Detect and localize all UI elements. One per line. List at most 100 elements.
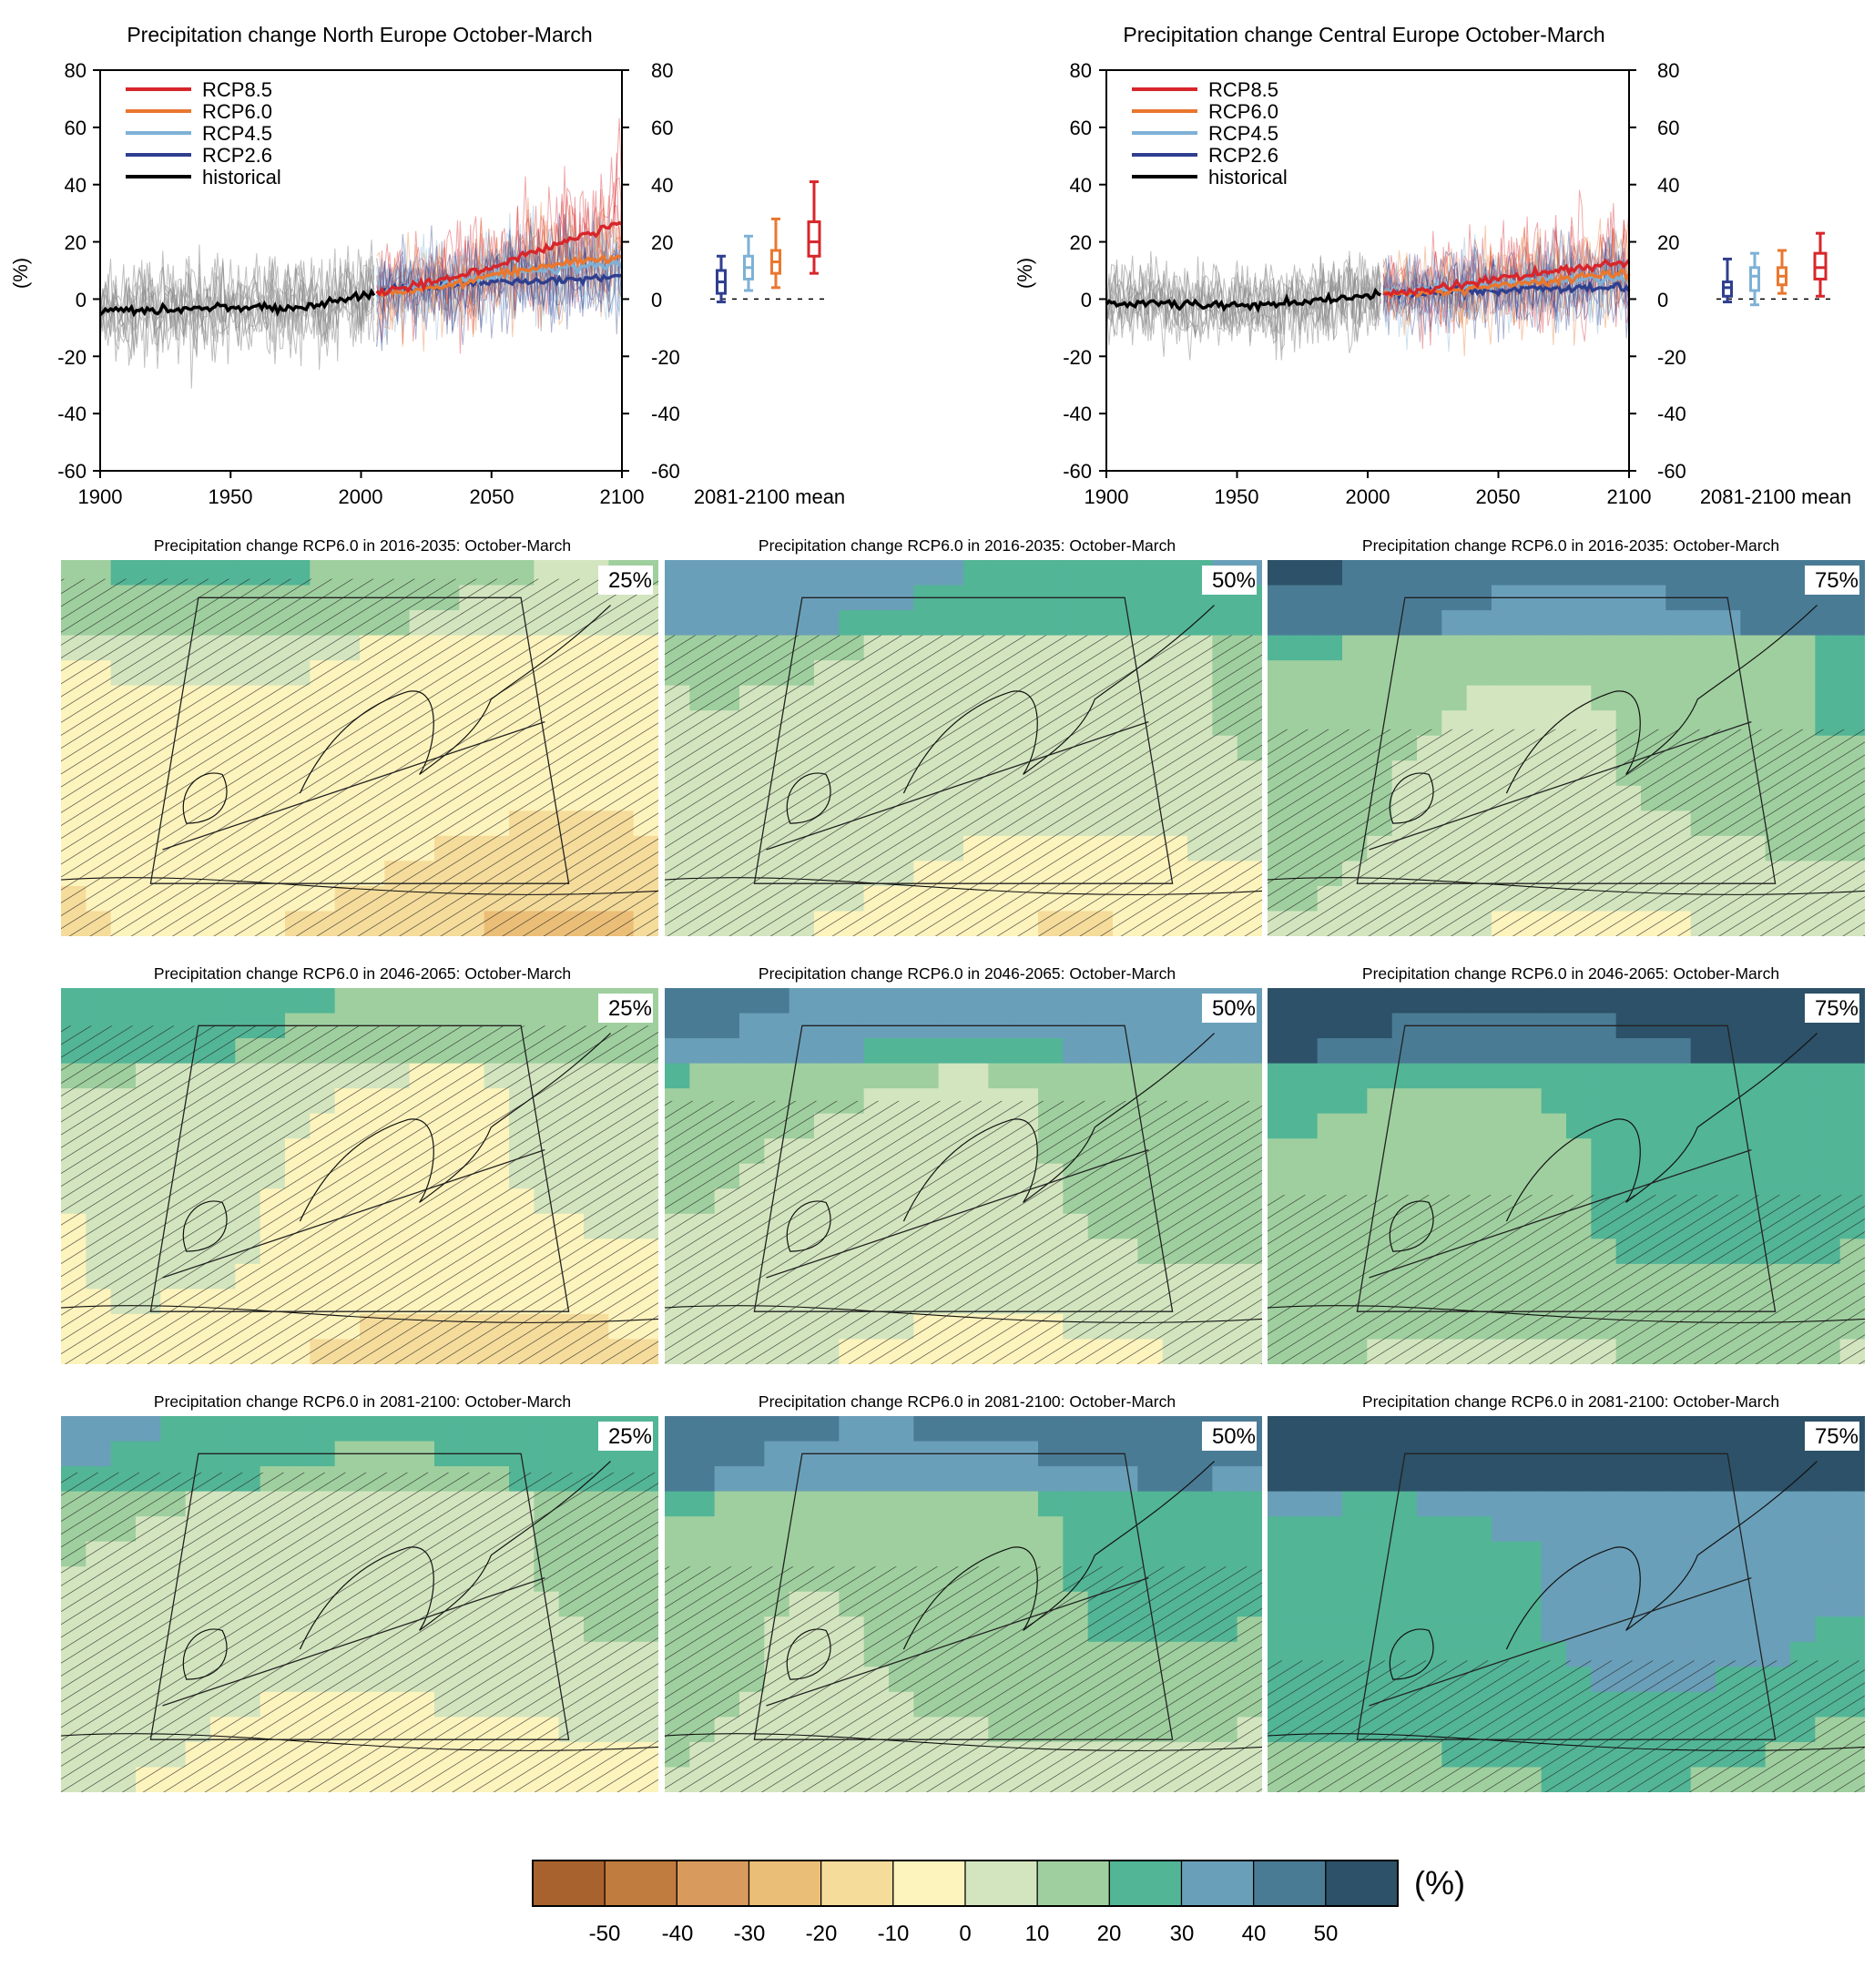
- map-field-cell: [814, 1541, 840, 1567]
- map-field-cell: [1342, 635, 1368, 661]
- region-outline: [1356, 596, 1777, 884]
- map-field-cell: [714, 1441, 740, 1467]
- map-field-cell: [1665, 1416, 1692, 1443]
- map-field-cell: [1516, 1566, 1543, 1593]
- map-field-cell: [1716, 1616, 1741, 1643]
- map-field-cell: [1615, 1566, 1642, 1593]
- legend-label: RCP4.5: [202, 122, 272, 145]
- map-field-cell: [988, 1516, 1014, 1543]
- map-field-cell: [1839, 1466, 1865, 1493]
- y-tick-label: 80: [65, 59, 87, 82]
- map-field-cell: [1591, 685, 1617, 711]
- map-row-2046-2065: Precipitation change RCP6.0 in 2046-2065…: [61, 964, 1865, 1364]
- map-field-cell: [689, 1038, 716, 1065]
- map-field-cell: [1541, 1113, 1567, 1139]
- map-field-cell: [814, 1416, 840, 1443]
- map-field-cell: [1790, 1566, 1816, 1593]
- map-field-cell: [814, 1491, 840, 1517]
- map-field-cell: [1740, 1038, 1767, 1065]
- map-field-cell: [1342, 1516, 1368, 1543]
- map-field-cell: [1187, 1063, 1213, 1089]
- percentile-label: 75%: [1815, 568, 1859, 593]
- map-field-cell: [1137, 610, 1164, 637]
- map-field-cell: [1591, 1063, 1617, 1089]
- colorbar-cell: [676, 1860, 750, 1907]
- map-field-cell: [509, 1416, 535, 1443]
- map-field-cell: [1342, 1491, 1368, 1517]
- map-field-cell: [665, 1491, 690, 1517]
- map-field-cell: [1466, 1591, 1492, 1617]
- map-field-cell: [789, 1541, 815, 1567]
- map-field-cell: [1566, 1466, 1592, 1493]
- map-field-cell: [1087, 1541, 1114, 1567]
- map-field-cell: [764, 1063, 790, 1089]
- map-field-cell: [1317, 1516, 1343, 1543]
- coastline: [665, 1305, 1262, 1323]
- map-field-cell: [714, 988, 740, 1014]
- y-axis-label: (%): [9, 258, 32, 289]
- map-field-cell: [1466, 685, 1492, 711]
- map-field-cell: [1292, 1566, 1319, 1593]
- map-field-cell: [1292, 1491, 1319, 1517]
- map-field-cell: [764, 1466, 790, 1493]
- map-field-cell: [1765, 1038, 1791, 1065]
- percentile-label-background: [1202, 566, 1257, 595]
- map-field-cell: [863, 1491, 890, 1517]
- rcp85-member-line: [376, 176, 623, 354]
- map-field-cell: [1317, 1541, 1343, 1567]
- map-field-cell: [1690, 1063, 1716, 1089]
- map-field-cell: [1690, 1541, 1716, 1567]
- legend-label: RCP8.5: [1208, 78, 1278, 101]
- map-field-cell: [136, 988, 161, 1014]
- map-field-cell: [1566, 1566, 1592, 1593]
- map-field-cell: [1417, 610, 1442, 637]
- map-field-cell: [1839, 1591, 1865, 1617]
- map-field-cell: [1716, 1088, 1741, 1115]
- colorbar-cell: [604, 1860, 677, 1907]
- map-field-cell: [1441, 1063, 1468, 1089]
- map-field-cell: [1013, 1491, 1039, 1517]
- map-field-cell: [1790, 1616, 1816, 1643]
- x-tick-label: 2050: [470, 485, 514, 508]
- colorbar-tick-label: -20: [806, 1922, 838, 1946]
- map-field-cell: [689, 1416, 716, 1443]
- map-field-cell: [1790, 1466, 1816, 1493]
- map-field-cell: [1591, 1591, 1617, 1617]
- y-tick-label: -60: [1063, 460, 1092, 483]
- map-field-cell: [1367, 1616, 1393, 1643]
- map-field-cell: [1641, 560, 1666, 586]
- map-field-cell: [739, 1516, 765, 1543]
- map-field-cell: [963, 560, 989, 586]
- map-field-cell: [913, 1491, 940, 1517]
- map-field-cell: [1641, 1063, 1666, 1089]
- map-field-cell: [1391, 1063, 1418, 1089]
- map-field-cell: [1492, 1566, 1517, 1593]
- legend-label: RCP2.6: [1208, 144, 1278, 167]
- map-field-cell: [988, 560, 1014, 586]
- y-tick-label: -20: [1657, 346, 1686, 369]
- map-field-cell: [1063, 1416, 1089, 1443]
- map-title: Precipitation change RCP6.0 in 2046-2065…: [1362, 964, 1779, 983]
- map-title: Precipitation change RCP6.0 in 2046-2065…: [759, 964, 1176, 983]
- map-field-cell: [1441, 1566, 1468, 1593]
- map-field-cell: [1342, 1416, 1368, 1443]
- map-field-cell: [1162, 1416, 1188, 1443]
- map-field-cell: [988, 1416, 1014, 1443]
- map-field-cell: [1740, 560, 1767, 586]
- coastline: [1268, 1733, 1865, 1751]
- map-field-cell: [1591, 1088, 1617, 1115]
- map-field-cell: [1441, 610, 1468, 637]
- map-field-cell: [1615, 988, 1642, 1014]
- map-field-cell: [1516, 1616, 1543, 1643]
- rcp85-member-line: [1382, 219, 1630, 342]
- map-field-cell: [1641, 988, 1666, 1014]
- map-field-cell: [1317, 1616, 1343, 1643]
- map-field-cell: [1417, 1138, 1442, 1165]
- map-field-cell: [484, 1416, 510, 1443]
- map-field-cell: [1665, 1541, 1692, 1567]
- map-field-cell: [1615, 560, 1642, 586]
- map-field-cell: [714, 560, 740, 586]
- map-field-cell: [1839, 1616, 1865, 1643]
- map-field-cell: [1292, 1013, 1319, 1039]
